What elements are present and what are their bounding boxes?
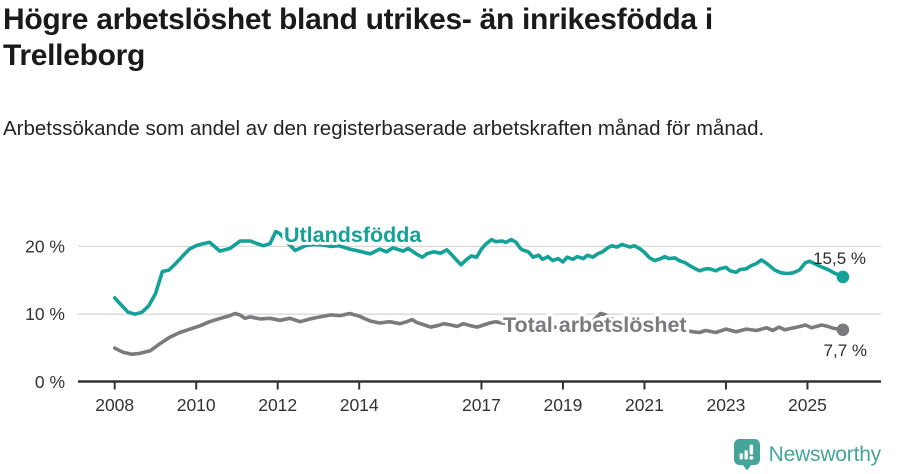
logo-bar-short bbox=[739, 453, 743, 460]
series-line-total-arbetsloshet bbox=[112, 311, 845, 357]
x-axis-label-2008: 2008 bbox=[95, 395, 134, 415]
y-axis-label-10: 10 % bbox=[25, 304, 65, 324]
series-label-total-arbetsloshet: Total arbetslöshet bbox=[503, 313, 687, 337]
x-axis-label-2021: 2021 bbox=[625, 395, 664, 415]
y-axis-label-20: 20 % bbox=[25, 236, 65, 256]
series-line-utlandsfodda bbox=[112, 229, 845, 317]
x-axis-label-2025: 2025 bbox=[788, 395, 827, 415]
x-axis-label-2019: 2019 bbox=[543, 395, 582, 415]
logo-exclamation-bar bbox=[749, 444, 753, 455]
x-axis-label-2012: 2012 bbox=[258, 395, 297, 415]
series-label-utlandsfodda: Utlandsfödda bbox=[284, 223, 422, 247]
end-dot-total-arbetsloshet bbox=[836, 323, 850, 337]
end-value-label-total-arbetsloshet: 7,7 % bbox=[824, 341, 867, 360]
y-axis-label-0: 0 % bbox=[35, 372, 65, 392]
chart-title: Högre arbetslöshet bland utrikes- än inr… bbox=[3, 3, 713, 72]
x-axis-label-2023: 2023 bbox=[706, 395, 745, 415]
newsworthy-logo-icon bbox=[733, 439, 760, 471]
logo-exclamation-dot bbox=[749, 455, 753, 460]
newsworthy-brand: Newsworthy bbox=[733, 438, 881, 471]
logo-bar-medium bbox=[744, 450, 748, 460]
end-value-label-utlandsfodda: 15,5 % bbox=[813, 249, 866, 268]
newsworthy-wordmark: Newsworthy bbox=[768, 442, 882, 466]
x-axis-label-2014: 2014 bbox=[340, 395, 379, 415]
chart-subtitle: Arbetssökande som andel av den registerb… bbox=[3, 117, 765, 140]
end-dot-utlandsfodda bbox=[836, 270, 850, 284]
x-axis-label-2010: 2010 bbox=[177, 395, 216, 415]
x-axis-label-2017: 2017 bbox=[462, 395, 501, 415]
